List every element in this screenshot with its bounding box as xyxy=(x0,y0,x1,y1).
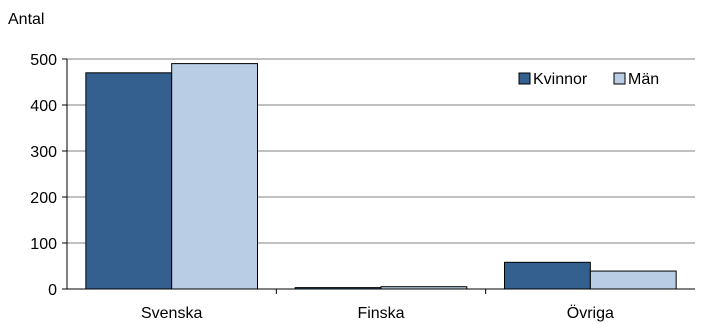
y-axis-title: Antal xyxy=(8,11,44,28)
x-tick-label: Finska xyxy=(357,305,404,322)
legend: Kvinnor Män xyxy=(518,71,659,88)
y-tick-label: 200 xyxy=(30,190,57,207)
legend-label-man: Män xyxy=(628,71,659,88)
x-tick-label: Svenska xyxy=(141,305,202,322)
legend-label-kvinnor: Kvinnor xyxy=(533,71,588,88)
axes xyxy=(62,58,695,294)
bars xyxy=(85,63,677,290)
y-tick-label: 500 xyxy=(30,52,57,69)
x-tick-labels: Svenska Finska Övriga xyxy=(141,304,614,322)
bar-man-0 xyxy=(171,63,258,290)
y-tick-label: 0 xyxy=(48,282,57,299)
x-tick-label: Övriga xyxy=(567,304,614,322)
legend-swatch-kvinnor xyxy=(518,72,531,85)
y-tick-label: 300 xyxy=(30,144,57,161)
bar-man-2 xyxy=(589,270,677,290)
bar-kvinnor-0 xyxy=(85,72,173,290)
legend-swatch-man xyxy=(613,72,626,85)
y-tick-label: 400 xyxy=(30,98,57,115)
y-tick-label: 100 xyxy=(30,236,57,253)
bar-kvinnor-2 xyxy=(504,261,591,290)
y-tick-labels: 0 100 200 300 400 500 xyxy=(30,52,57,299)
